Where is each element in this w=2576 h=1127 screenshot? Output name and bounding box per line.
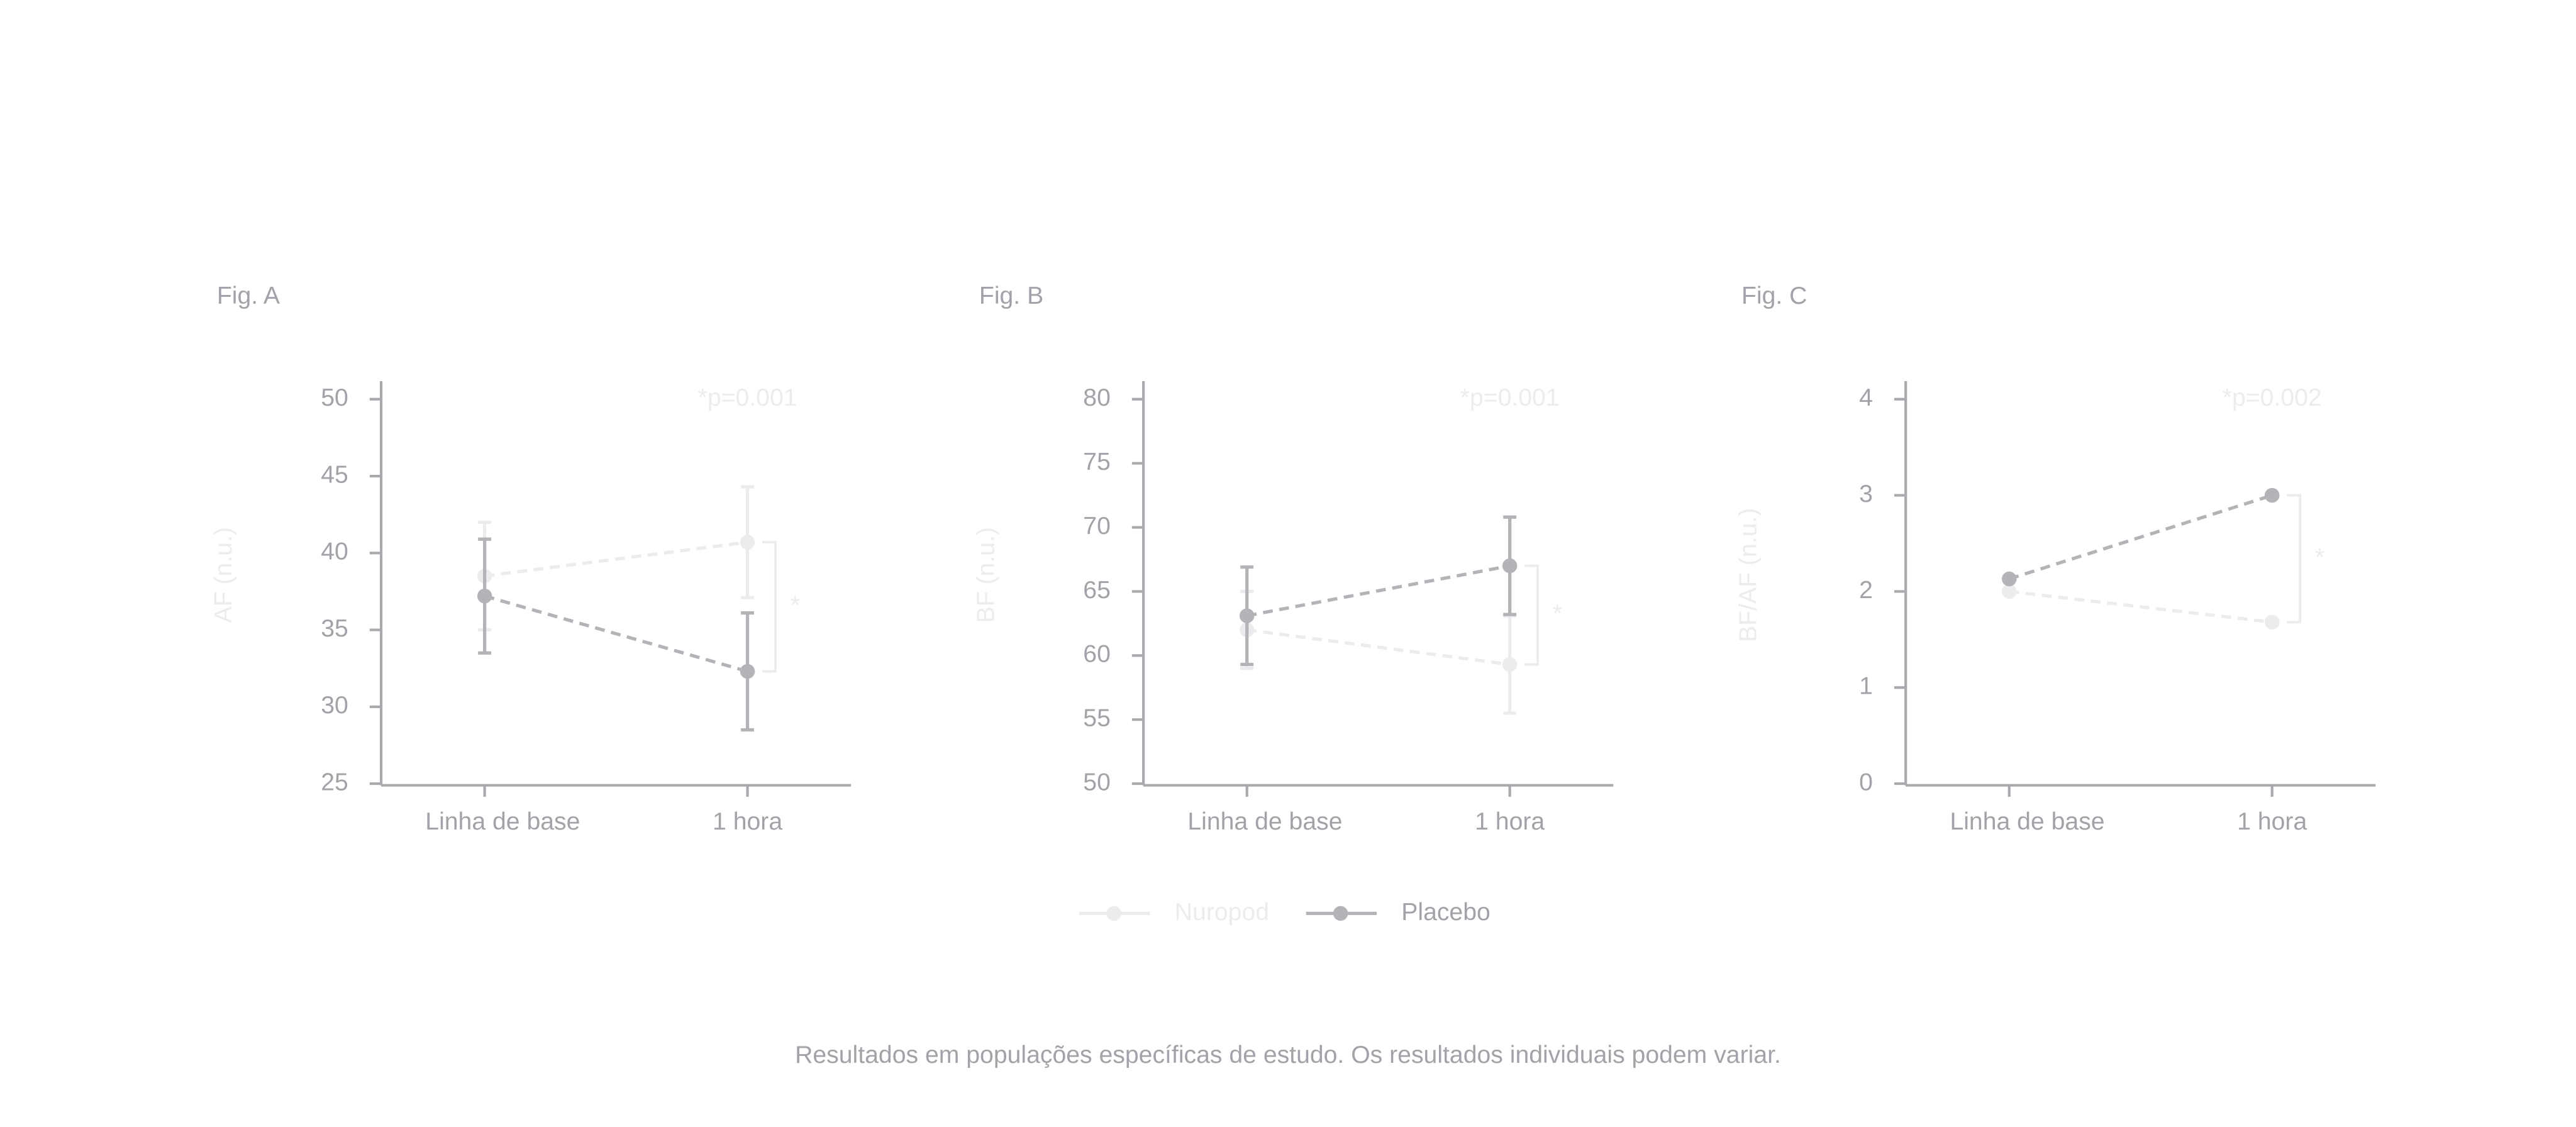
y-tick-label: 40: [321, 538, 348, 565]
data-point: [1239, 608, 1255, 623]
series: Placebo: [1239, 515, 1518, 667]
footnote: Resultados em populações específicas de …: [795, 1041, 1781, 1069]
y-axis-label: AF (n.u.): [210, 527, 237, 623]
series-line: [484, 540, 748, 578]
data-point: [2264, 487, 2280, 503]
legend-marker: [1333, 906, 1348, 921]
y-tick-label: 75: [1083, 448, 1111, 475]
x-tick-label: 1 hora: [2237, 808, 2307, 835]
y-tick-label: 3: [1859, 480, 1873, 508]
x-tick-label: Linha de base: [1187, 808, 1342, 835]
y-tick-label: 45: [321, 461, 348, 488]
data-point: [2002, 571, 2017, 587]
data-point: [740, 535, 755, 550]
y-tick-label: 50: [321, 384, 348, 411]
y-tick-label: 70: [1083, 513, 1111, 540]
series: Placebo: [477, 537, 755, 732]
annotation: *p=0.001: [1460, 384, 1560, 411]
significance-marker: *: [1553, 600, 1562, 627]
panel-label: Fig. A: [217, 282, 280, 309]
x-tick-label: Linha de base: [425, 808, 580, 835]
y-tick-label: 1: [1859, 673, 1873, 700]
series-line: [1246, 564, 1511, 618]
series: Placebo: [2002, 487, 2280, 587]
data-point: [1502, 558, 1518, 574]
y-tick-label: 50: [1083, 769, 1111, 796]
significance-bracket: [1524, 564, 1540, 666]
y-tick-label: 80: [1083, 384, 1111, 411]
series-line: [2009, 589, 2273, 624]
x-tick-label: 1 hora: [1475, 808, 1545, 835]
data-point: [2264, 614, 2280, 630]
legend-marker: [1106, 906, 1121, 921]
data-point: [740, 663, 755, 679]
data-point: [1502, 657, 1518, 672]
series: Nuropod: [2002, 584, 2280, 630]
y-tick-label: 30: [321, 692, 348, 719]
significance-marker: *: [2315, 544, 2324, 571]
y-tick-label: 4: [1859, 384, 1873, 411]
legend-label: Placebo: [1401, 899, 1491, 926]
panel-label: Fig. C: [1741, 282, 1807, 309]
y-tick-label: 60: [1083, 641, 1111, 668]
series-line: [1246, 628, 1510, 667]
y-tick-label: 2: [1859, 577, 1873, 604]
series-line: [484, 594, 748, 674]
y-tick-label: 55: [1083, 705, 1111, 732]
y-tick-label: 25: [321, 769, 348, 796]
y-axis-label: BF/AF (n.u.): [1735, 508, 1762, 642]
series: Nuropod: [477, 485, 755, 632]
panel-label: Fig. B: [979, 282, 1043, 309]
data-point: [2002, 584, 2017, 599]
legend-label: Nuropod: [1175, 899, 1269, 926]
y-tick-label: 0: [1859, 769, 1873, 796]
significance-bracket: [2287, 494, 2302, 624]
x-tick-label: Linha de base: [1950, 808, 2104, 835]
annotation: *p=0.002: [2223, 384, 2322, 411]
annotation: *p=0.001: [698, 384, 797, 411]
significance-bracket: [762, 541, 777, 673]
significance-marker: *: [791, 592, 800, 619]
series-line: [2008, 494, 2273, 581]
data-point: [477, 588, 492, 604]
y-tick-label: 35: [321, 615, 348, 642]
x-tick-label: 1 hora: [713, 808, 782, 835]
y-axis-label: BF (n.u.): [972, 527, 999, 623]
y-tick-label: 65: [1083, 577, 1111, 604]
